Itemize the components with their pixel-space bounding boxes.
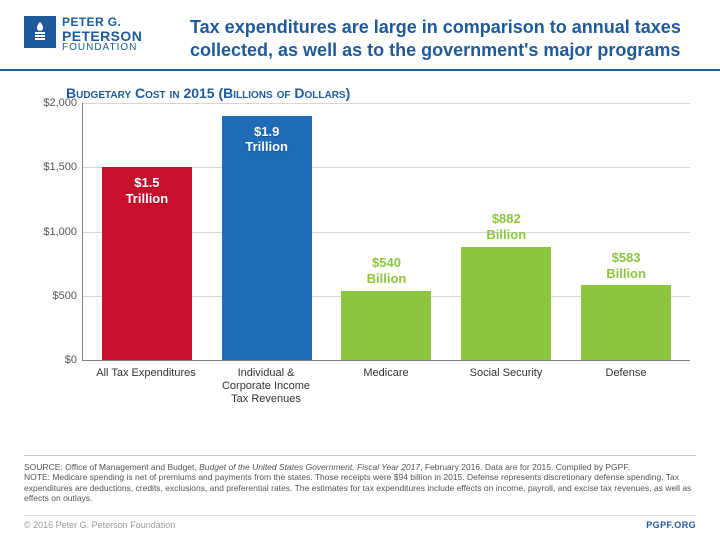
ytick-label: $1,000 [29,226,77,238]
xlabel: Social Security [456,367,556,407]
logo-text: PETER G. PETERSON FOUNDATION [62,16,142,54]
source-suffix: , February 2016. Data are for 2015. Comp… [420,462,630,472]
bar: $540Billion [341,291,431,360]
source-prefix: SOURCE: Office of Management and Budget, [24,462,199,472]
footer: © 2016 Peter G. Peterson Foundation PGPF… [24,515,696,530]
xlabel: Medicare [336,367,436,407]
bar-value-label: $1.5Trillion [102,175,192,206]
ytick-label: $1,500 [29,161,77,173]
chart-bars: $1.5Trillion $1.9Trillion $540Billion $882B… [83,103,690,360]
chart-plot: $0$500$1,000$1,500$2,000 $1.5Trillion$1.… [82,103,690,361]
bar: $583Billion [581,285,671,360]
ytick-label: $500 [29,290,77,302]
source-note: SOURCE: Office of Management and Budget,… [24,455,696,505]
logo-line3: FOUNDATION [62,43,142,54]
bar: $882Billion [461,247,551,360]
ytick-label: $2,000 [29,97,77,109]
xlabel: Defense [576,367,676,407]
page-title: Tax expenditures are large in comparison… [190,16,696,61]
bar-value-label: $1.9Trillion [222,124,312,155]
bar: $1.9Trillion [222,116,312,360]
source-note-text: NOTE: Medicare spending is net of premiu… [24,472,691,503]
logo-line2: PETERSON [62,29,142,44]
torch-icon [24,16,56,48]
chart-xlabels: All Tax Expenditures Individual &Corporat… [82,361,690,407]
xlabel: All Tax Expenditures [96,367,196,407]
bar-value-label: $882Billion [461,211,551,246]
copyright: © 2016 Peter G. Peterson Foundation [24,520,175,530]
bar: $1.5Trillion [102,167,192,360]
bar-value-label: $583Billion [581,250,671,285]
site-url: PGPF.ORG [646,520,696,530]
source-italic: Budget of the United States Government, … [199,462,420,472]
xlabel: Individual &Corporate IncomeTax Revenues [216,367,316,407]
logo: PETER G. PETERSON FOUNDATION [24,16,174,54]
header: PETER G. PETERSON FOUNDATION Tax expendi… [0,0,720,71]
bar-value-label: $540Billion [341,255,431,290]
chart-title: Budgetary Cost in 2015 (Billions of Doll… [66,85,690,101]
chart: Budgetary Cost in 2015 (Billions of Doll… [30,85,690,407]
logo-line1: PETER G. [62,16,142,29]
ytick-label: $0 [29,354,77,366]
